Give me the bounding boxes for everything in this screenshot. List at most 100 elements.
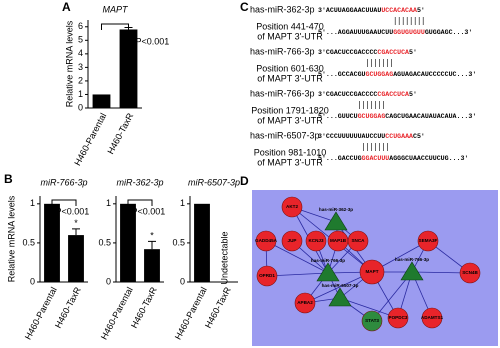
pairing-lines: [359, 17, 424, 151]
y-tick-label: 1: [180, 198, 185, 208]
sequence-part: 3'CGACUCCGACCCC: [318, 91, 377, 98]
node-label: has-miR-6507-3p: [322, 283, 359, 288]
y-tick-label: 0.5: [98, 237, 111, 247]
bar: [68, 235, 84, 282]
bracket: [101, 23, 129, 30]
y-tick-label: 6: [78, 21, 83, 31]
gene-node: [255, 230, 277, 252]
bar: [44, 203, 60, 282]
gene-node: [459, 262, 481, 284]
utr-name: of MAPT 3'-UTR: [257, 73, 323, 83]
y-tick-label: 2: [78, 75, 83, 85]
y-axis-label: Relative mRNA levels: [64, 20, 74, 107]
y-tick-label: 4: [78, 48, 83, 58]
mirna-name: has-miR-766-3p: [250, 88, 315, 98]
utr-name: of MAPT 3'-UTR: [257, 157, 323, 167]
sequence-part: 3'CCCUUUUUUAUCCUU: [318, 133, 385, 140]
mirna-name: has-miR-6507-3p: [250, 130, 320, 140]
sequence-part: CGACCUCA: [377, 49, 409, 56]
node-label: AKT2: [286, 204, 298, 209]
annotation: *P<0.001: [132, 36, 169, 46]
significance-marker: *: [74, 218, 78, 228]
x-tick-label: H460-Parental: [173, 285, 209, 341]
mirna-node: [324, 211, 348, 231]
mirna-name: has-miR-766-3p: [250, 46, 315, 56]
node-label: JUP: [288, 238, 297, 243]
target-sequence: 5'...AGGAUUUGAAUCUUGGUGUGUUGUGGAGC...3': [318, 29, 472, 36]
y-tick-label: 0.5: [172, 237, 185, 247]
y-tick-label: 0.5: [22, 237, 35, 247]
sequence-part: AGGGCUAACCUUCUG...3': [389, 155, 468, 162]
node-label: SNCA: [351, 238, 365, 243]
y-tick-label: 0: [106, 276, 111, 286]
mirna-node: [316, 262, 340, 282]
gene-node: [256, 265, 278, 287]
error-bar: [72, 228, 80, 236]
y-tick-label: 0: [30, 276, 35, 286]
x-tick-label: H460-Parental: [72, 111, 108, 167]
mirna-name: has-miR-362-3p: [250, 4, 315, 14]
node-label: OPRD1: [259, 273, 275, 278]
utr-position: Position 1791-1820: [251, 105, 329, 115]
node-label: ADAMTS1: [421, 315, 444, 320]
panel-label: D: [240, 174, 249, 188]
node-label: has-miR-766-3p: [311, 258, 345, 263]
sequence-part: 5'...AGGAUUUGAAUCUU: [318, 29, 393, 36]
chart-title: miR-766-3p: [40, 177, 87, 187]
gene-node: [387, 307, 409, 329]
utr-position: Position 441-470: [256, 21, 324, 31]
mirna-sequence: 3'ACUUAGGAACUUAUUCCACACAA5': [318, 7, 425, 14]
sequence-part: UCCACACAA: [381, 7, 417, 14]
y-tick-label: 1: [30, 198, 35, 208]
y-tick-label: 1: [78, 89, 83, 99]
sequence-part: 5': [409, 91, 417, 98]
sequence-part: CGACCUCA: [377, 91, 409, 98]
bar: [119, 29, 138, 109]
chart-title: miR-362-3p: [116, 177, 163, 187]
annotation: *P<0.001: [52, 206, 89, 216]
bracket: [127, 199, 153, 206]
sequence-part: 3'ACUUAGGAACUUAU: [318, 7, 381, 14]
bar: [144, 249, 160, 282]
node-label: SEMA3F: [419, 238, 438, 243]
sequence-part: GCUGGAG: [365, 71, 393, 78]
gene-node: [421, 307, 443, 329]
y-tick-label: 1: [106, 198, 111, 208]
node-label: MAPT: [365, 269, 378, 274]
significance-marker: *: [150, 231, 154, 241]
y-tick-label: 5: [78, 35, 83, 45]
mirna-node: [328, 287, 352, 307]
target-sequence: 5'...GACCUGGGACUUUAGGGCUAACCUUCUG...3': [318, 155, 468, 162]
utr-position: Position 981-1010: [254, 147, 327, 157]
panel-label: B: [4, 172, 13, 186]
gene-node: [359, 259, 385, 285]
x-tick-label: H460-TaxR: [105, 111, 135, 156]
target-sequence: 5'...GUUCUGCUGGAGCAGCUGAACAUAUACAUA...3': [318, 113, 476, 120]
gene-node: [417, 230, 439, 252]
utr-name: of MAPT 3'-UTR: [257, 31, 323, 41]
node-label: MAP1B: [330, 238, 347, 243]
sequence-part: GUGGAGC...3': [425, 29, 472, 36]
sequence-part: 5': [409, 49, 417, 56]
node-label: KCNJ3: [308, 238, 324, 243]
bar: [92, 94, 111, 108]
error-bar: [148, 240, 156, 250]
node-label: has-miR-362-3p: [319, 207, 353, 212]
gene-node: [347, 230, 369, 252]
sequence-part: 5'...GCCACGU: [318, 71, 366, 78]
target-sequence: 5'...GCCACGUGCUGGAGAGUAGACAUCCCCCUC...3': [318, 71, 476, 78]
node-label: POPDC3: [389, 315, 408, 320]
bracket: [51, 199, 77, 206]
chart-title: MAPT: [102, 4, 129, 14]
sequence-part: 3'CGACUCCGACCCC: [318, 49, 377, 56]
gene-node: [294, 292, 316, 314]
mirna-node: [400, 261, 424, 281]
utr-name: of MAPT 3'-UTR: [257, 115, 323, 125]
edge: [265, 240, 329, 274]
sequence-part: CAGCUGAACAUAUACAUA...3': [385, 113, 476, 120]
y-tick-label: 0: [78, 102, 83, 112]
edge: [304, 271, 373, 304]
utr-position: Position 601-630: [256, 63, 324, 73]
sequence-part: GCUGGAG: [358, 113, 386, 120]
gene-node: [281, 196, 303, 218]
